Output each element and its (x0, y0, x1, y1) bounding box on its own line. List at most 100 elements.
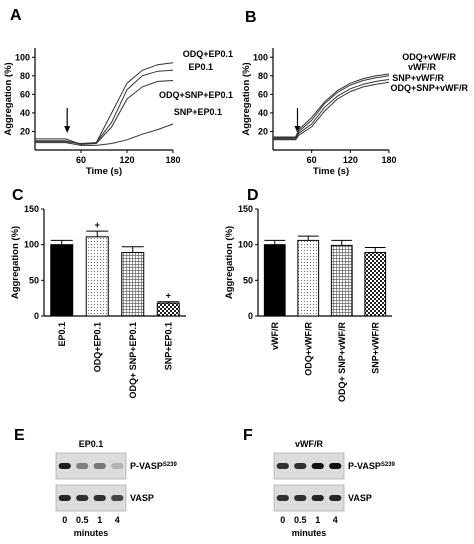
y-tick-label: 60 (258, 89, 268, 99)
lane-label: 1 (315, 515, 320, 525)
blot-x-label: minutes (292, 528, 327, 538)
category-label: vWF/R (270, 322, 280, 350)
y-tick-label: 0 (248, 311, 253, 321)
panel-label-e: E (14, 427, 25, 444)
bar (263, 244, 286, 317)
y-tick-label: 50 (243, 275, 253, 285)
x-tick-label: 120 (119, 155, 134, 165)
band-label: VASP (348, 493, 372, 503)
blot-band (93, 495, 106, 501)
x-tick-label: 60 (307, 155, 317, 165)
y-tick-label: 100 (15, 52, 30, 62)
y-tick-label: 150 (24, 204, 39, 214)
blot-treatment-label: EP0.1 (79, 439, 104, 449)
y-tick-label: 100 (238, 240, 253, 250)
y-tick-label: 40 (258, 108, 268, 118)
category-label: ODQ+ SNP+vWF/R (337, 321, 347, 402)
lane-label: 1 (97, 515, 102, 525)
y-tick-label: 80 (258, 71, 268, 81)
western-blot-e: EP0.1 P-VASPS239 VASP 0 0.5 1 4 minutes (55, 439, 178, 538)
western-blot-f: vWF/R P-VASPS239 VASP 0 0.5 1 4 minutes (273, 439, 396, 538)
category-label: ODQ+vWF/R (303, 322, 313, 376)
blot-band (329, 463, 342, 469)
blot-band (311, 463, 324, 469)
lane-label: 0 (62, 515, 67, 525)
category-label: EP0.1 (57, 322, 67, 347)
bar (85, 236, 109, 317)
y-tick-label: 40 (20, 108, 30, 118)
bar (330, 244, 353, 317)
series-line (35, 69, 174, 145)
significance-marker: + (166, 291, 171, 301)
lane-label: 0.5 (76, 515, 89, 525)
series-line (35, 123, 174, 146)
y-tick-label: 60 (20, 89, 30, 99)
panel-label-a: A (10, 7, 22, 24)
bar (50, 244, 74, 317)
band-label: P-VASPS239 (130, 461, 178, 471)
series-line (273, 79, 390, 140)
x-tick-label: 120 (343, 155, 358, 165)
band-superscript: S239 (163, 462, 178, 468)
significance-marker: + (95, 220, 100, 230)
y-tick-label: 20 (258, 126, 268, 136)
blot-band (329, 495, 342, 501)
category-label: SNP+vWF/R (370, 322, 380, 374)
panel-label-b: B (245, 9, 257, 26)
line-chart-b: 20 40 60 80 100 60 120 180 Time (s) Aggregation (… (241, 48, 469, 177)
bar (297, 239, 320, 317)
category-label: SNP+EP0.1 (163, 322, 173, 370)
y-axis-label: Aggregation (%) (241, 62, 252, 135)
series-label: ODQ+vWF/R (402, 52, 456, 62)
series-label: vWF/R (408, 62, 436, 72)
blot-band (93, 463, 106, 469)
series-line (35, 80, 174, 145)
panel-label-d: D (247, 187, 259, 204)
lane-label: 0 (280, 515, 285, 525)
category-label: ODQ+ SNP+EP0.1 (128, 322, 138, 399)
category-label: ODQ+EP0.1 (92, 322, 102, 372)
series-label: SNP+vWF/R (392, 73, 444, 83)
bar (156, 302, 180, 317)
y-tick-label: 80 (20, 71, 30, 81)
blot-band (76, 495, 89, 501)
band-label: P-VASPS239 (348, 461, 396, 471)
arrow-head (64, 126, 71, 133)
blot-band (58, 495, 71, 501)
series-line (273, 75, 390, 139)
series-label: EP0.1 (188, 62, 213, 72)
blot-band (276, 495, 289, 501)
blot-treatment-label: vWF/R (295, 439, 323, 449)
y-tick-label: 20 (20, 126, 30, 136)
panel-label-c: C (12, 187, 24, 204)
series-label: ODQ+EP0.1 (183, 49, 233, 59)
y-axis-label: Aggregation (%) (3, 62, 14, 135)
bar (121, 252, 145, 317)
y-axis-label: Aggregation (%) (10, 226, 21, 299)
x-tick-label: 180 (165, 155, 180, 165)
blot-band (58, 463, 71, 469)
bar (364, 252, 387, 317)
bar-chart-c: 0 50 100 150 Aggregation (%) EP0.1 + ODQ+EP0.1 O… (10, 204, 186, 399)
x-axis-label: Time (s) (313, 166, 349, 177)
band-label: VASP (130, 493, 154, 503)
blot-band (276, 463, 289, 469)
x-axis-label: Time (s) (86, 166, 122, 177)
blot-band (294, 495, 307, 501)
series-label: SNP+EP0.1 (174, 107, 222, 117)
band-superscript: S239 (381, 462, 396, 468)
blot-band (294, 463, 307, 469)
arrow-head (294, 126, 301, 133)
blot-band (76, 463, 89, 469)
line-chart-a: 20 40 60 80 100 60 120 180 Time (s) Aggregation (… (3, 48, 233, 177)
series-label: ODQ+SNP+vWF/R (390, 83, 468, 93)
blot-band (111, 463, 124, 469)
bar-chart-d: 0 50 100 150 Aggregation (%) vWF/R ODQ+vWF/R OD… (224, 204, 392, 402)
y-tick-label: 150 (238, 204, 253, 214)
blot-x-label: minutes (74, 528, 109, 538)
lane-label: 0.5 (294, 515, 307, 525)
y-tick-label: 50 (29, 275, 39, 285)
series-label: ODQ+SNP+EP0.1 (159, 90, 233, 100)
lane-label: 4 (333, 515, 338, 525)
